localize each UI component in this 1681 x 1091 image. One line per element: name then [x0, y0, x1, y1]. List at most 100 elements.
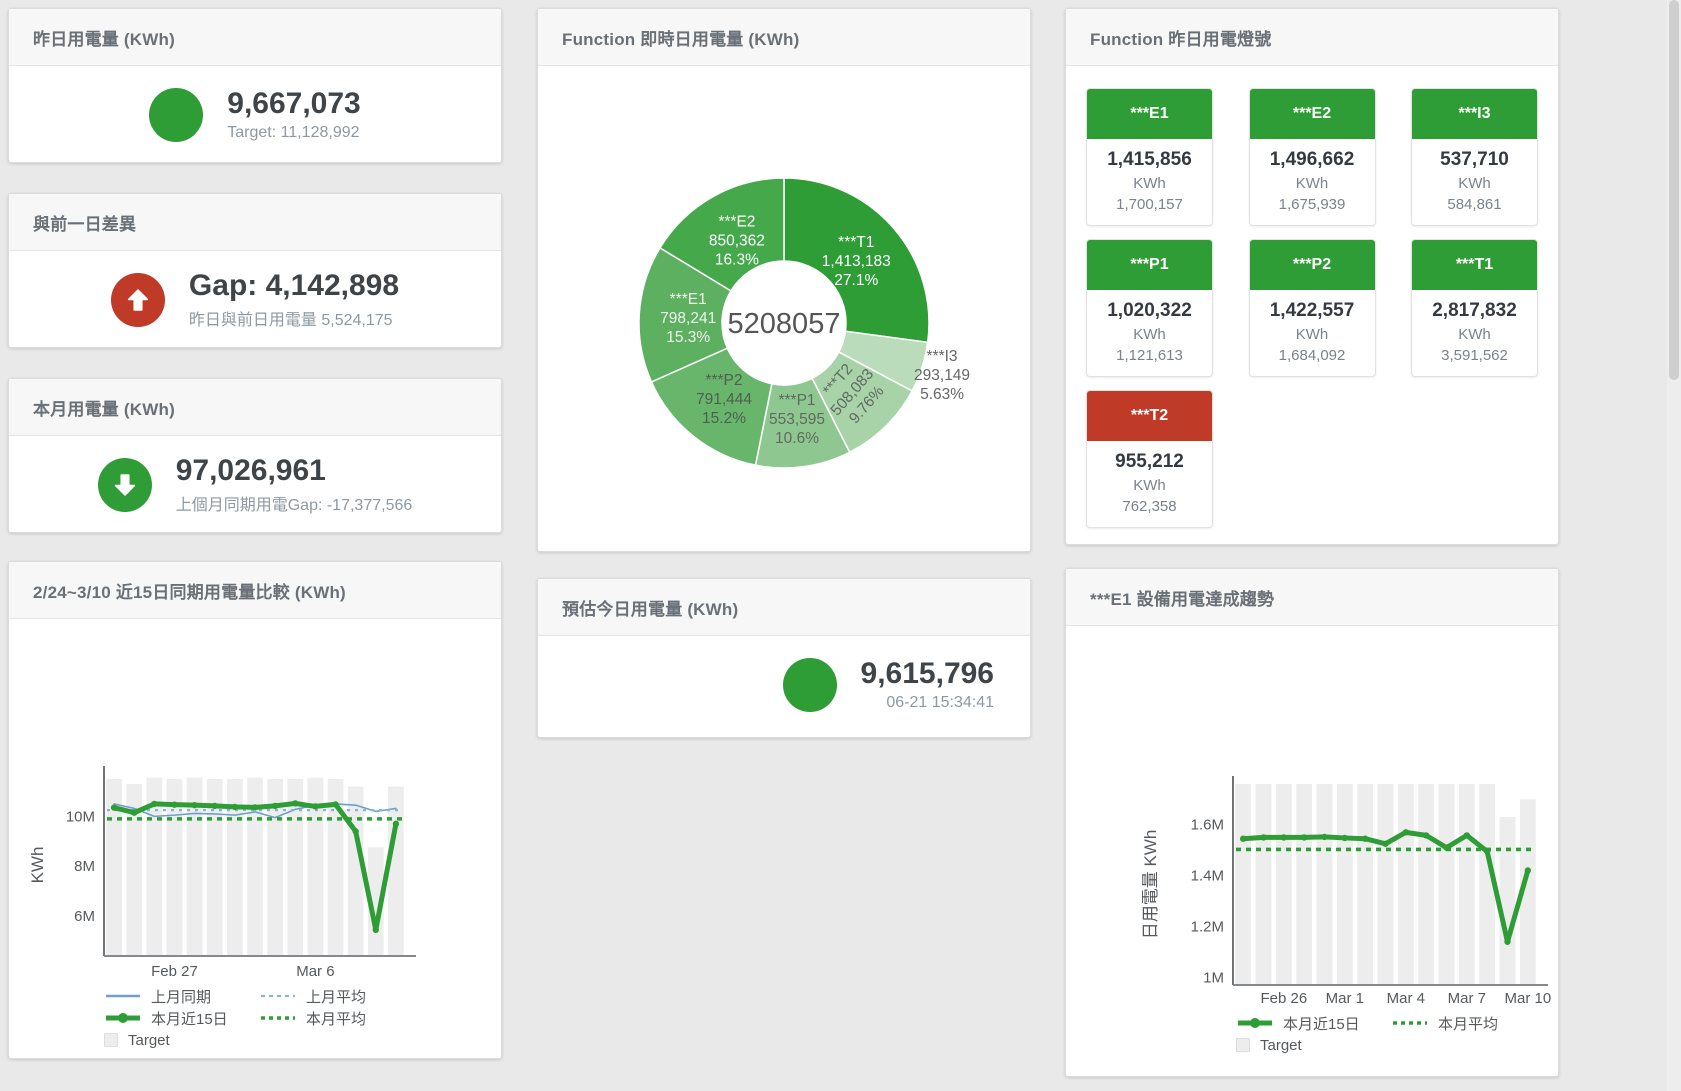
series-point: [151, 800, 158, 808]
tile-target: 762,358: [1122, 498, 1177, 515]
series-point: [171, 801, 178, 808]
legend-item-上月同期[interactable]: 上月同期: [104, 986, 259, 1007]
series-point: [1402, 829, 1410, 836]
tile-target: 1,121,613: [1116, 347, 1183, 364]
panel-title: 與前一日差異: [33, 214, 137, 234]
target-bar: [1519, 799, 1536, 985]
y-tick-label: 1.6M: [1191, 817, 1224, 834]
series-point: [332, 801, 339, 808]
target-bar: [388, 786, 404, 956]
arrow-up-icon: [110, 272, 165, 327]
panel-title: 預估今日用電量 (KWh): [562, 599, 739, 619]
target-bar: [1255, 784, 1272, 985]
y-tick-label: 10M: [66, 808, 95, 825]
tile-target: 584,861: [1447, 196, 1502, 213]
target-bar: [1458, 784, 1475, 985]
y-tick-label: 1.4M: [1191, 868, 1224, 885]
series-line: [113, 803, 397, 819]
target-bar: [1336, 784, 1353, 985]
series-point: [352, 828, 359, 835]
panel-yesterday-usage: 昨日用電量 (KWh) 9,667,073 Target: 11,128,992: [8, 8, 502, 163]
tile-value: 1,020,322: [1107, 300, 1192, 321]
arrow-down-icon: [97, 457, 152, 512]
panel-title: 昨日用電量 (KWh): [33, 29, 175, 49]
legend-item-本月平均[interactable]: 本月平均: [1391, 1013, 1546, 1034]
target-bar: [206, 778, 223, 956]
series-point: [1443, 844, 1450, 851]
panel-title: Function 即時日用電量 (KWh): [562, 29, 800, 49]
target-bar: [1418, 784, 1435, 985]
legend-item-本月平均[interactable]: 本月平均: [259, 1008, 414, 1029]
series-point: [1422, 832, 1430, 839]
tile-target: 1,700,157: [1116, 196, 1183, 213]
stat-subtitle: 昨日與前日用電量 5,524,175: [188, 312, 393, 329]
target-bar: [166, 778, 183, 956]
tile-value: 955,212: [1115, 451, 1184, 472]
target-bar: [1275, 784, 1292, 985]
tile-target: 3,591,562: [1441, 347, 1508, 364]
compare-line-chart: 6M 8M 10M KWh Feb 27 Mar 6: [28, 766, 416, 980]
legend-label: 本月平均: [306, 1010, 367, 1028]
target-bar: [1377, 784, 1394, 985]
y-tick-label: 1M: [1203, 969, 1224, 986]
series-point: [1382, 840, 1389, 847]
legend-row: 本月近15日 本月平均: [104, 1007, 501, 1029]
left-column: 昨日用電量 (KWh) 9,667,073 Target: 11,128,992…: [8, 8, 502, 1059]
series-point: [271, 802, 279, 810]
light-tile-P1: ***P1 1,020,322 KWh 1,121,613: [1086, 239, 1213, 377]
y-tick-label: 1.2M: [1191, 918, 1224, 935]
target-bar: [1479, 784, 1496, 985]
legend-label: 本月近15日: [151, 1010, 228, 1028]
stat-body: 9,615,796 06-21 15:34:41: [538, 636, 1030, 733]
panel-estimate-today: 預估今日用電量 (KWh) 9,615,796 06-21 15:34:41: [537, 578, 1031, 738]
panel-title: 本月用電量 (KWh): [33, 399, 175, 419]
legend-item-本月近15日[interactable]: 本月近15日: [104, 1008, 259, 1029]
y-axis-label: 日用電量 KWh: [1141, 830, 1160, 940]
tile-name: ***T1: [1412, 240, 1537, 290]
target-bar: [1296, 784, 1313, 985]
target-bar: [307, 777, 324, 956]
x-tick-label: Mar 1: [1326, 990, 1364, 1007]
pie-slice-T1[interactable]: [783, 177, 930, 344]
pie-slice-label: ***E2 850,362 16.3%: [709, 213, 765, 268]
pie-slice-E2[interactable]: [658, 177, 785, 292]
series-point: [1504, 938, 1511, 945]
tile-unit: KWh: [1458, 326, 1491, 343]
light-tile-I3: ***I3 537,710 KWh 584,861: [1411, 88, 1538, 226]
panel-header: ***E1 設備用電達成趨勢: [1066, 569, 1558, 626]
pie-slice-label: ***T1 1,413,183 27.1%: [822, 234, 891, 289]
series-point: [1321, 833, 1328, 841]
pie-slice-label: ***E1 798,241 15.3%: [660, 291, 716, 346]
target-bar: [247, 777, 263, 956]
legend-item-Target[interactable]: Target: [1236, 1037, 1391, 1054]
x-tick-label: Mar 6: [296, 963, 334, 980]
legend-label: 上月平均: [306, 988, 367, 1006]
stat-body: 9,667,073 Target: 11,128,992: [9, 66, 501, 163]
target-bar: [267, 778, 283, 956]
target-bar: [186, 777, 203, 956]
target-bar: [367, 847, 384, 956]
series-point: [110, 804, 118, 811]
panel-title: 2/24~3/10 近15日同期用電量比較 (KWh): [33, 582, 346, 602]
scrollbar-thumb[interactable]: [1669, 0, 1679, 380]
tile-name: ***I3: [1412, 89, 1537, 139]
target-bar: [146, 777, 163, 956]
legend-item-本月近15日[interactable]: 本月近15日: [1236, 1013, 1391, 1034]
x-tick-label: Feb 26: [1260, 990, 1307, 1007]
scrollbar[interactable]: [1667, 0, 1681, 1091]
series-point: [372, 926, 379, 934]
tile-unit: KWh: [1133, 477, 1166, 494]
e1-trend-line-chart: 1M 1.2M 1.4M 1.6M 日用電量 KWh Feb 26 Mar 1 Mar 4 Ma…: [1141, 776, 1551, 1007]
realtime-donut-chart: ***T1 1,413,183 27.1%***I3 293,149 5.63%***T…: [638, 177, 970, 469]
legend-label: 上月同期: [151, 988, 212, 1006]
tile-target: 1,684,092: [1278, 347, 1346, 364]
stat-value: Gap: 4,142,898: [188, 269, 400, 302]
panel-15day-compare-chart: 2/24~3/10 近15日同期用電量比較 (KWh) 6M 8M 10M KWh Fe…: [8, 561, 502, 1059]
legend-item-Target[interactable]: Target: [104, 1032, 259, 1049]
tile-name: ***P1: [1087, 240, 1212, 290]
legend-item-上月平均[interactable]: 上月平均: [259, 986, 414, 1007]
tile-name: ***E1: [1087, 89, 1212, 139]
panel-header: Function 昨日用電燈號: [1066, 9, 1558, 66]
tile-name: ***P2: [1249, 240, 1375, 290]
legend-label: 本月近15日: [1283, 1015, 1360, 1033]
